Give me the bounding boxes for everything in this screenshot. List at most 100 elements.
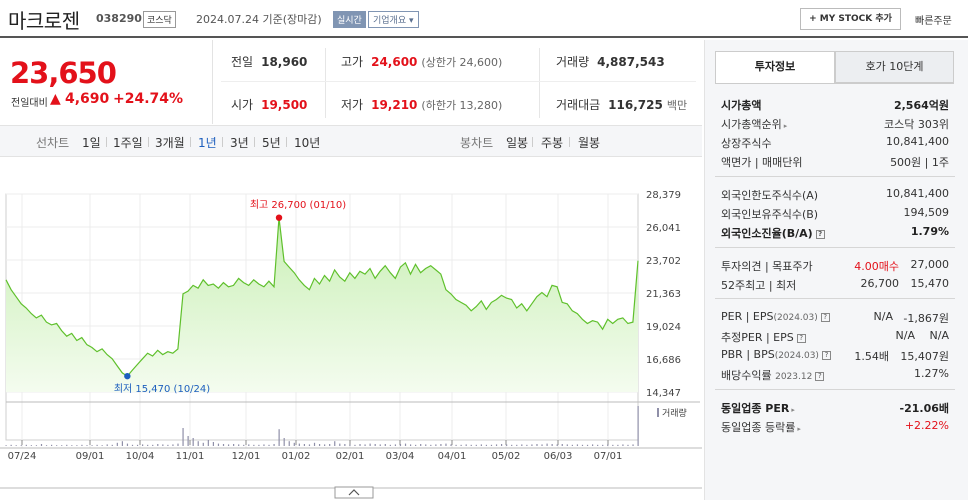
volume-bar [324,444,326,446]
tab-divider [254,137,255,147]
volume-bar [495,444,498,446]
volume-bar [172,444,174,446]
volume-bar [445,443,447,446]
tab-invest-info[interactable]: 투자정보 [715,51,835,83]
tab-divider [148,137,149,147]
add-mystock-button[interactable]: + MY STOCK 추가 [800,8,901,30]
volume-bar [96,444,98,446]
quick-order-button[interactable]: 빠른주문 [915,16,952,27]
quote-amount: 거래대금 116,725 백만 [556,98,688,112]
volume-bar [136,444,139,446]
change-label: 전일대비 [11,98,48,109]
up-triangle-icon: ▲ [50,91,61,107]
volume-bar [531,444,533,446]
volume-bar [303,444,306,446]
volume-bar [227,444,230,446]
tab-1y[interactable]: 1년 [198,136,217,150]
volume-bar [222,444,225,446]
tab-1w[interactable]: 1주일 [113,136,143,150]
min-marker [124,372,131,380]
volume-bar [339,443,341,446]
volume-bar [167,444,169,446]
quote-prev: 전일 18,960 [231,55,308,69]
volume-bar [374,444,376,446]
volume-bar [76,445,78,446]
volume-bar [268,444,270,446]
volume-bar [288,441,290,446]
volume-bar [177,443,179,446]
volume-bar [152,444,154,446]
tab-order-book[interactable]: 호가 10단계 [835,51,954,83]
volume-bar [273,444,275,446]
volume-bar [379,444,381,446]
volume-bar [238,444,240,446]
tab-divider [190,137,191,147]
help-icon[interactable]: ? [815,372,825,381]
volume-bar [475,444,477,446]
volume-bar [536,444,538,446]
tab-divider [106,137,107,147]
tab-weekly[interactable]: 주봉 [541,136,564,150]
volume-bar [571,444,573,446]
volume-bar [61,445,63,446]
volume-bar [116,442,118,446]
quote-low: 저가 19,210 (하한가 13,280) [341,98,503,112]
tab-daily[interactable]: 일봉 [506,136,529,150]
volume-bar [71,445,73,446]
x-tick-label: 05/02 [492,451,521,462]
volume-bar [526,444,528,446]
volume-bar [329,444,331,446]
quote-divider [325,48,326,118]
volume-bar [632,444,634,446]
volume-bar [5,445,7,446]
tab-3y[interactable]: 3년 [230,136,249,150]
invest-info-panel: 투자정보 호가 10단계 시가총액 2,564억원 시가총액순위 ▸ 코스닥 303위… [704,40,968,500]
x-tick-label: 03/04 [386,451,415,462]
volume-bar [40,444,43,446]
help-icon[interactable]: ? [815,230,825,239]
volume-bar [162,444,164,446]
volume-bar [480,444,482,446]
company-overview-dropdown[interactable]: 기업개요 ▾ [368,11,419,28]
volume-bar [354,444,356,446]
volume-bar [157,444,159,446]
x-tick-label: 10/04 [126,451,155,462]
quote-row-divider [221,81,696,82]
volume-bar [81,444,83,446]
x-tick-label: 01/02 [282,451,311,462]
volume-bar [516,444,518,446]
section-divider [715,247,955,248]
volume-bar [243,444,245,446]
tab-5y[interactable]: 5년 [262,136,281,150]
volume-bar [66,444,68,446]
x-tick-label: 09/01 [76,451,105,462]
help-icon[interactable]: ? [820,313,830,322]
volume-bar [440,444,442,446]
tab-10y[interactable]: 10년 [294,136,321,150]
volume-bar [187,436,189,446]
price-chart[interactable]: 28,379 26,041 23,702 21,363 19,024 16,686 14,3… [0,180,702,500]
volume-bar [622,444,624,446]
y-tick-label: 28,379 [646,190,681,201]
volume-bar [111,444,113,446]
stock-header: 마크로젠 038290 코스닥 2024.07.24 기준(장마감) 실시간 기… [0,0,968,38]
collapse-handle[interactable] [334,486,374,499]
tab-3m[interactable]: 3개월 [155,136,185,150]
x-tick-label: 06/03 [544,451,573,462]
volume-bar [253,444,255,446]
realtime-button[interactable]: 실시간 [333,11,366,28]
tab-monthly[interactable]: 월봉 [578,136,601,150]
volume-bar [86,445,88,446]
tab-1d[interactable]: 1일 [82,136,101,150]
volume-bar [576,444,579,446]
tab-underline [715,83,954,84]
help-icon[interactable]: ? [796,334,806,343]
volume-bar [435,444,437,446]
volume-bar [465,444,467,446]
arrow-right-icon: ▸ [797,425,801,433]
help-icon[interactable]: ? [821,351,831,360]
tab-divider [222,137,223,147]
volume-bar [566,444,568,446]
x-tick-label: 12/01 [232,451,261,462]
volume-bar [541,444,543,446]
